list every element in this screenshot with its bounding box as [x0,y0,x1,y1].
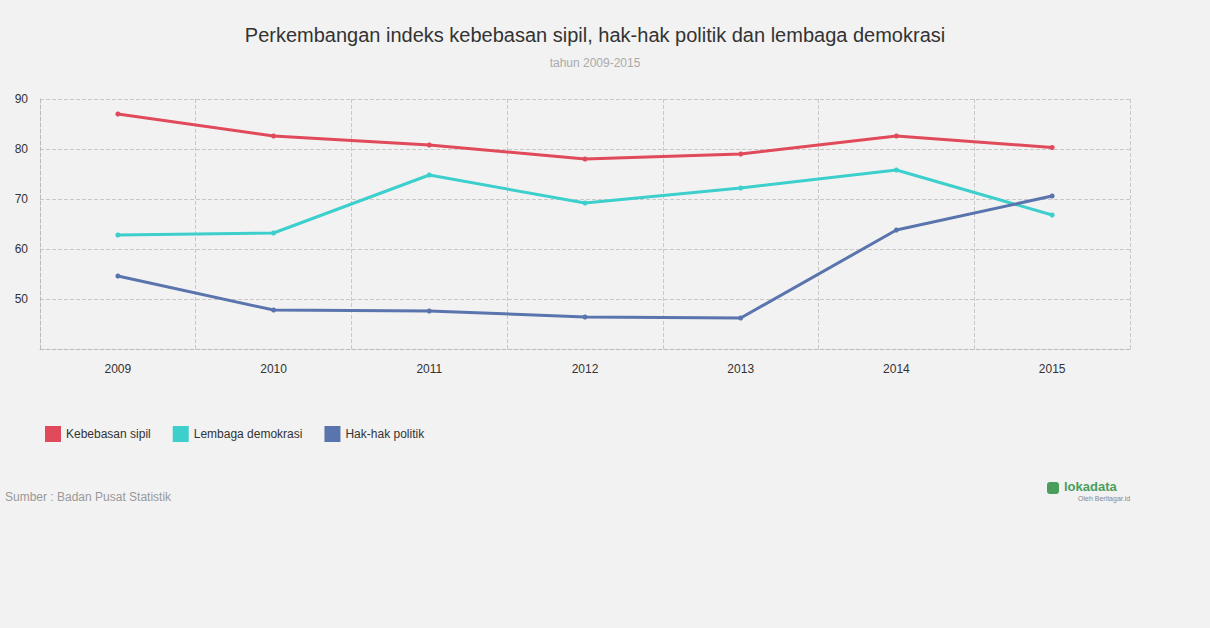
svg-text:2013: 2013 [727,362,754,376]
svg-text:tahun 2009-2015: tahun 2009-2015 [550,56,641,70]
svg-text:Oleh Beritagar.id: Oleh Beritagar.id [1078,495,1130,503]
svg-text:90: 90 [15,92,29,106]
svg-text:50: 50 [15,292,29,306]
svg-text:2010: 2010 [260,362,287,376]
svg-text:2012: 2012 [572,362,599,376]
svg-text:lokadata: lokadata [1064,479,1118,494]
svg-text:Lembaga demokrasi: Lembaga demokrasi [194,427,303,441]
svg-text:Kebebasan sipil: Kebebasan sipil [66,427,151,441]
svg-text:Hak-hak politik: Hak-hak politik [345,427,425,441]
svg-text:Perkembangan indeks kebebasan: Perkembangan indeks kebebasan sipil, hak… [245,24,945,46]
svg-text:80: 80 [15,142,29,156]
svg-text:70: 70 [15,192,29,206]
svg-text:2015: 2015 [1039,362,1066,376]
svg-text:2014: 2014 [883,362,910,376]
svg-text:Sumber : Badan Pusat Statistik: Sumber : Badan Pusat Statistik [5,490,172,504]
svg-text:2011: 2011 [416,362,442,376]
svg-text:60: 60 [15,242,29,256]
svg-text:2009: 2009 [105,362,132,376]
